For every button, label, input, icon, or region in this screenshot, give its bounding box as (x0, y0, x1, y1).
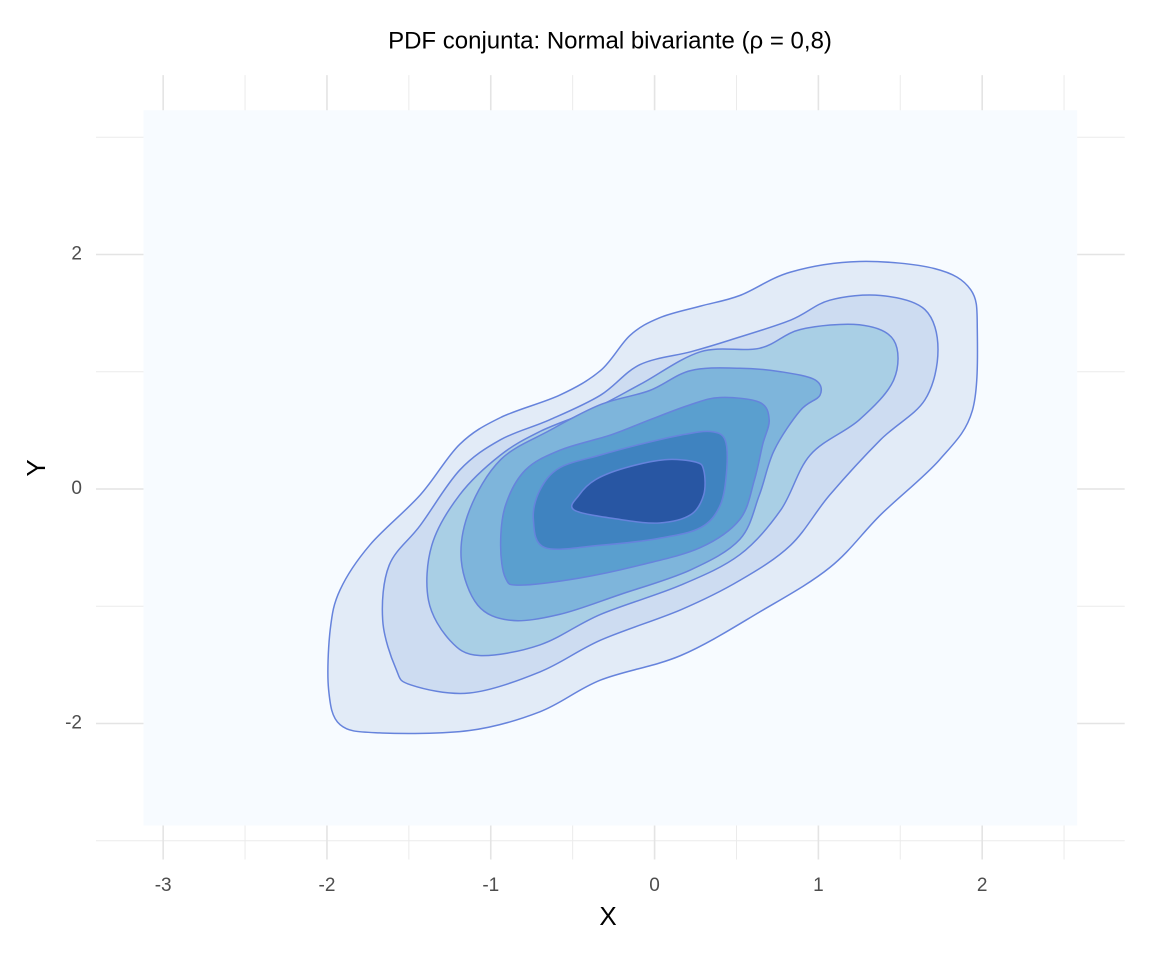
y-tick-label: 0 (71, 478, 82, 499)
x-tick-label: 0 (649, 875, 660, 896)
density-contour (570, 458, 706, 524)
x-tick-label: 2 (977, 875, 988, 896)
x-tick-label: 1 (813, 875, 824, 896)
x-axis-label: X (599, 901, 616, 931)
y-tick-label: -2 (65, 713, 82, 734)
y-tick-label: 2 (71, 244, 82, 265)
tick-labels: -3 -2 -1 0 1 2 -2 0 2 (65, 244, 987, 897)
x-tick-label: -1 (482, 875, 499, 896)
y-axis-label: Y (21, 459, 51, 476)
contours (143, 110, 1078, 826)
chart-title: PDF conjunta: Normal bivariante (ρ = 0,8… (388, 27, 832, 54)
x-tick-label: -2 (319, 875, 336, 896)
x-tick-label: -3 (155, 875, 172, 896)
